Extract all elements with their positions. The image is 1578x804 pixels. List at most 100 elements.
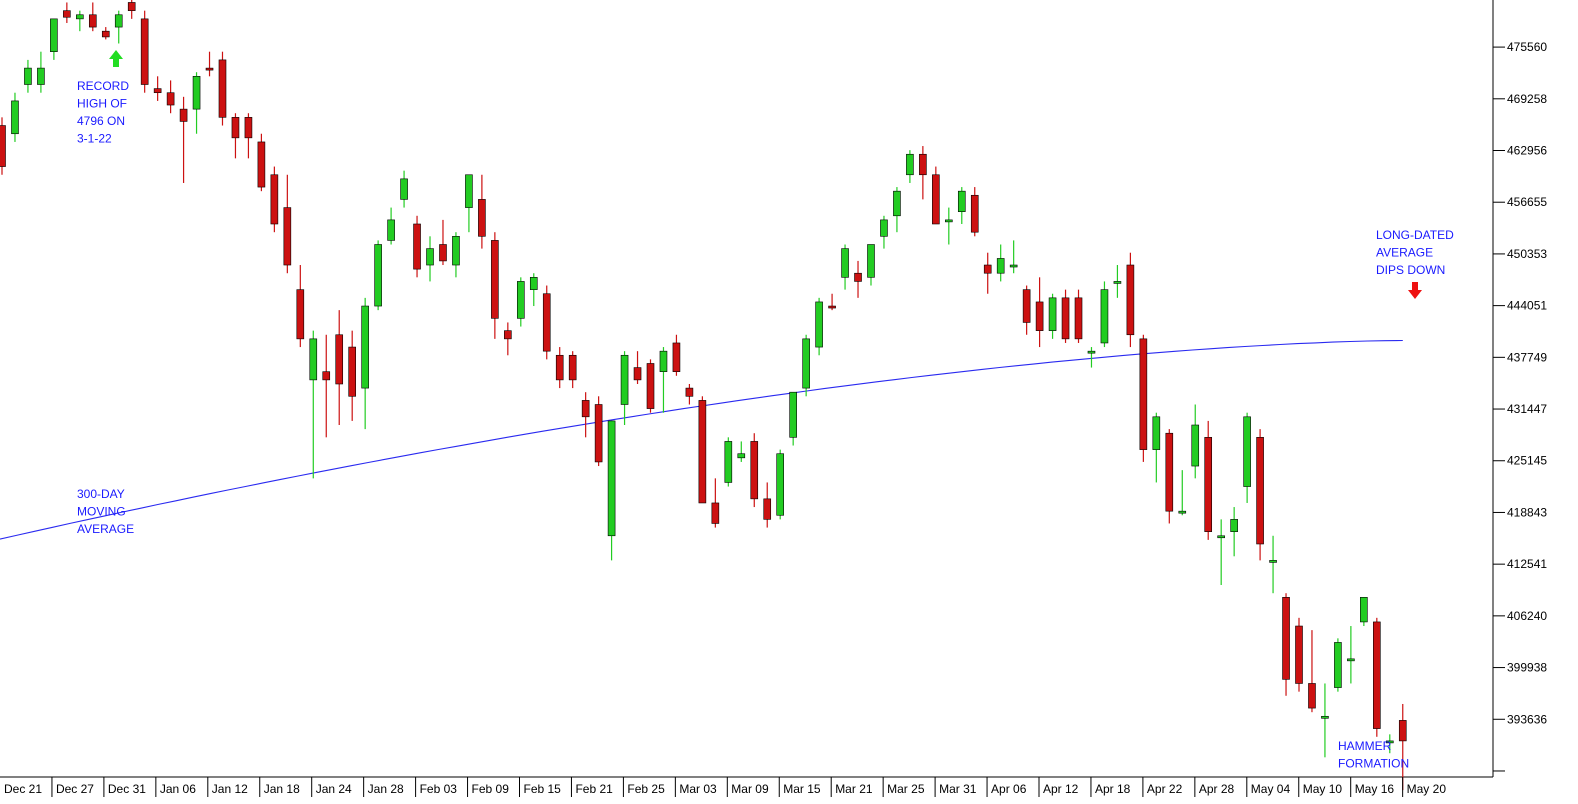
candle [542, 285, 551, 360]
candle [1100, 281, 1109, 348]
candle-body [114, 14, 123, 28]
candle [646, 359, 655, 413]
annotation-line: LONG-DATED [1376, 228, 1454, 242]
candle-body [1100, 289, 1109, 344]
candle-body [452, 235, 460, 266]
candle-body [880, 219, 888, 237]
candle-body [594, 404, 603, 463]
candle-body [231, 117, 240, 139]
candle-body [1087, 350, 1096, 354]
candle-body [724, 441, 733, 483]
candle [633, 351, 642, 384]
candle-body [127, 2, 136, 11]
candle-body [1230, 519, 1238, 532]
x-tick-label: Jan 12 [212, 782, 248, 796]
y-tick-label: 456655 [1507, 195, 1547, 209]
candle [1217, 519, 1225, 586]
candle [776, 449, 785, 520]
candle [750, 433, 759, 508]
x-tick-label: Apr 22 [1147, 782, 1183, 796]
candle-body [983, 264, 992, 274]
x-tick-label: Feb 25 [627, 782, 665, 796]
y-tick-label: 444051 [1507, 299, 1547, 313]
candle-body [970, 194, 979, 233]
candle [465, 174, 473, 233]
candle [387, 207, 395, 245]
candle-body [919, 153, 927, 176]
candle [296, 265, 305, 348]
annotation-line: HIGH OF [77, 97, 127, 111]
candle-body [932, 174, 940, 225]
candle [257, 133, 266, 192]
candle [607, 420, 616, 561]
x-tick-label: Jan 06 [160, 782, 196, 796]
candle [1178, 470, 1187, 516]
x-tick-label: May 10 [1303, 782, 1343, 796]
candle-body [1061, 297, 1070, 340]
candle [504, 322, 512, 356]
candle [244, 113, 253, 159]
candle-body [1256, 437, 1264, 545]
candle [88, 2, 97, 32]
x-tick-label: Feb 21 [575, 782, 613, 796]
candle-body [750, 441, 759, 500]
candle [452, 232, 460, 278]
candle-body [439, 244, 447, 262]
candle [1126, 252, 1135, 348]
candle [348, 330, 356, 421]
candle-body [1152, 416, 1161, 450]
candle [802, 334, 810, 397]
candle-body [646, 363, 655, 409]
candle [906, 150, 914, 183]
x-tick-label: Mar 25 [887, 782, 925, 796]
candle [737, 441, 746, 462]
candle [63, 2, 71, 23]
candle-body [218, 59, 227, 118]
annotation-line: 3-1-22 [77, 132, 112, 146]
y-tick-label: 469258 [1507, 92, 1547, 106]
candle-body [1165, 432, 1174, 512]
candle-body [776, 453, 785, 516]
candle [932, 166, 940, 225]
candle-body [1295, 625, 1303, 684]
candle [361, 297, 369, 430]
candle-body [854, 272, 862, 282]
candle [672, 334, 681, 376]
candle-body [568, 354, 577, 381]
candle-body [659, 350, 668, 372]
candle-body [633, 367, 642, 381]
candle [1295, 617, 1303, 692]
candle [1230, 507, 1238, 557]
candle [581, 392, 590, 438]
candle [983, 252, 992, 294]
candle-body [166, 92, 175, 106]
candle [1087, 347, 1096, 368]
candle-body [1035, 301, 1044, 331]
record-high-annotation: RECORD HIGH OF 4796 ON 3-1-22 [77, 79, 129, 146]
candle [1308, 630, 1316, 713]
candle [322, 334, 331, 438]
candle [1035, 277, 1044, 348]
price-axis: 475560 469258 462956 456655 450353 444051 4377… [0, 0, 1547, 778]
candle [335, 310, 344, 426]
candle [1282, 593, 1290, 696]
x-tick-label: May 20 [1407, 782, 1447, 796]
candle-body [491, 240, 499, 319]
y-tick-label: 406240 [1507, 609, 1547, 623]
candle [205, 51, 214, 77]
candle-body [374, 244, 382, 307]
annotation-line: 300-DAY [77, 487, 125, 501]
candle-body [1113, 281, 1122, 284]
x-tick-label: Dec 21 [4, 782, 42, 796]
candle-body [101, 30, 110, 38]
x-tick-label: May 04 [1251, 782, 1291, 796]
candle [815, 297, 823, 356]
candle-body [153, 88, 162, 94]
arrow-up-icon [109, 50, 123, 67]
candle-body [1217, 535, 1225, 539]
candle [594, 396, 603, 467]
candle-body [672, 342, 681, 372]
candle [880, 215, 888, 249]
candle-body [322, 371, 331, 381]
